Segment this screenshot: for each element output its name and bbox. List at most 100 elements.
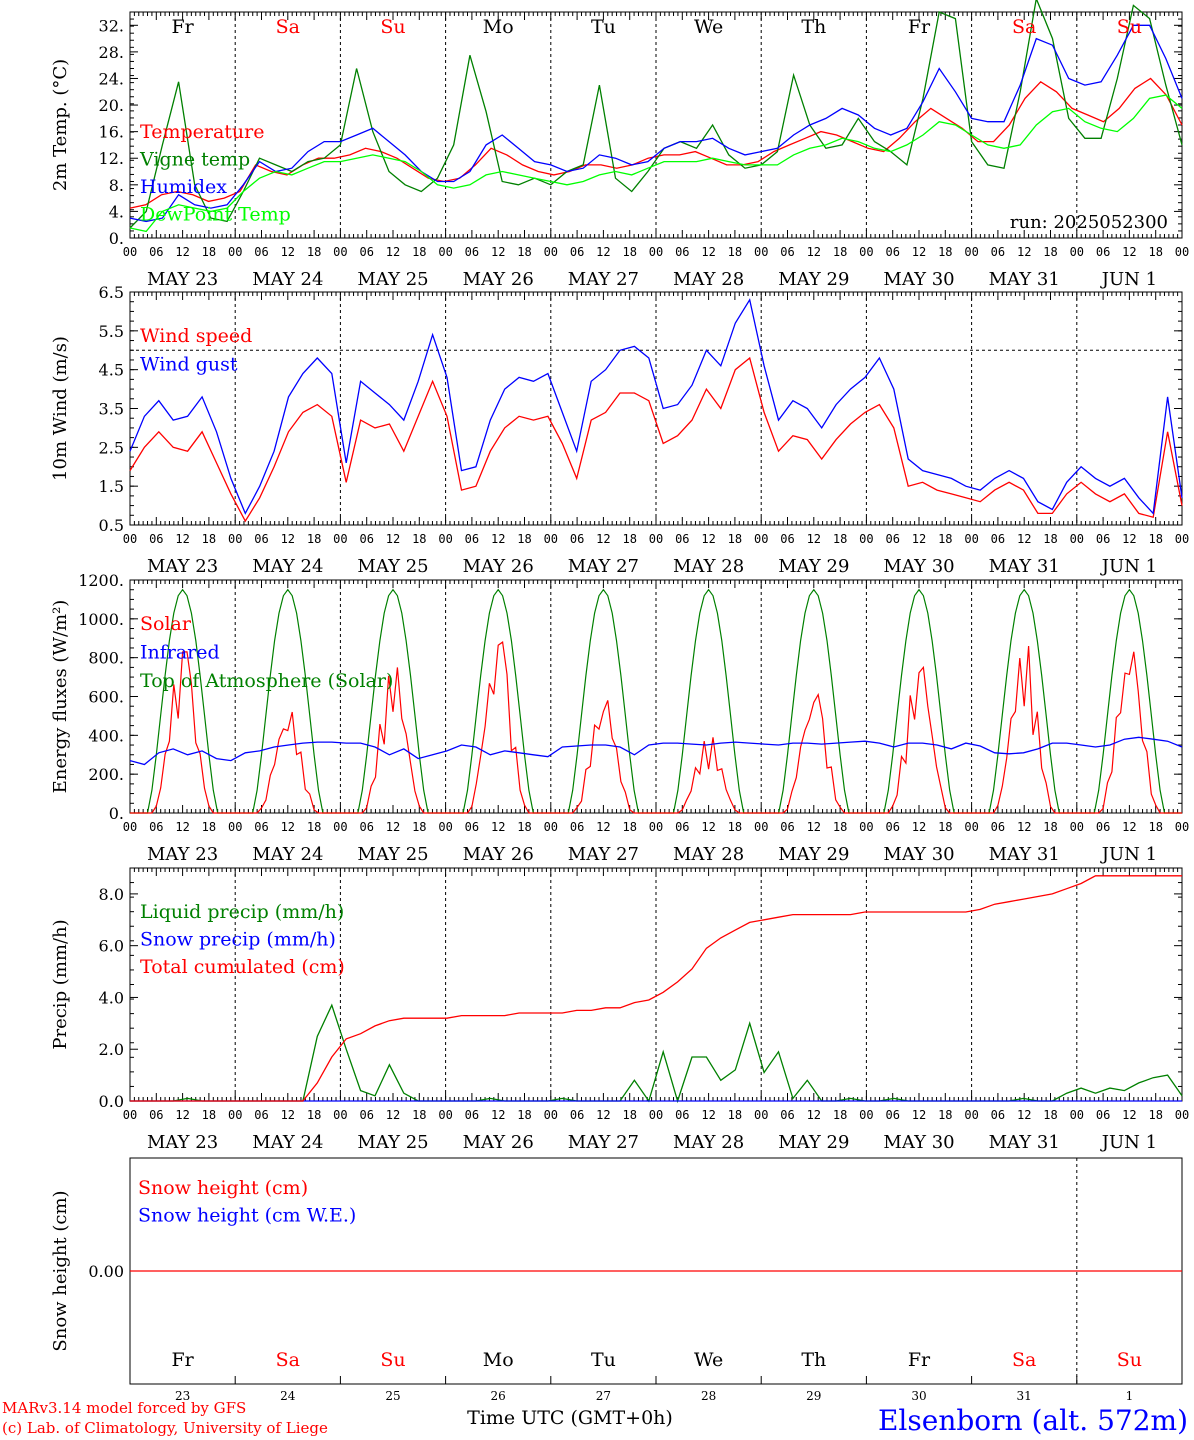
x-tick-label: 06 xyxy=(359,532,373,546)
x-tick-label: 12 xyxy=(1122,1108,1136,1122)
panel-3: 00 06 12 18 MAY 23 00 06 12 18 MAY 24 00 06 12 18 MAY … xyxy=(50,571,1189,865)
x-tick-label: 12 xyxy=(491,1108,505,1122)
date-label: MAY 31 xyxy=(989,269,1060,290)
weekday-label: We xyxy=(694,16,723,38)
date-label: MAY 24 xyxy=(252,844,323,865)
x-tick-label: 18 xyxy=(1043,820,1057,834)
weekday-label: We xyxy=(694,1349,723,1371)
legend-entry: Top of Atmosphere (Solar) xyxy=(140,670,393,692)
x-tick-label: 00 xyxy=(544,1108,558,1122)
x-tick-label: 18 xyxy=(833,820,847,834)
x-tick-label: 18 xyxy=(412,532,426,546)
x-tick-label: 00 xyxy=(859,532,873,546)
y-tick-label: 8.0 xyxy=(99,885,124,904)
x-tick-label: 12 xyxy=(281,1108,295,1122)
x-tick-label: 06 xyxy=(359,245,373,259)
y-tick-label: 4.5 xyxy=(99,361,124,380)
x-tick-label: 00 xyxy=(1175,820,1189,834)
x-tick-label: 18 xyxy=(622,245,636,259)
weekday-label: Fr xyxy=(171,1349,194,1371)
y-axis-label: Precip (mm/h) xyxy=(50,919,71,1049)
x-tick-label: 12 xyxy=(491,245,505,259)
x-tick-label: 00 xyxy=(649,820,663,834)
x-tick-label: 12 xyxy=(491,820,505,834)
x-tick-label: 18 xyxy=(517,245,531,259)
date-label: MAY 30 xyxy=(883,269,954,290)
x-tick-label: 00 xyxy=(859,820,873,834)
x-tick-label: 18 xyxy=(728,820,742,834)
y-tick-label: 2.5 xyxy=(99,438,124,457)
x-tick-label: 06 xyxy=(149,532,163,546)
x-tick-label: 18 xyxy=(307,820,321,834)
date-label: MAY 29 xyxy=(778,556,849,577)
y-tick-label: 4.0 xyxy=(99,988,124,1007)
meteogram-panels: 00 06 12 18 MAY 23 00 06 12 18 MAY 24 00 06 12 18 MAY … xyxy=(50,0,1189,1403)
x-tick-label: 12 xyxy=(596,1108,610,1122)
weekday-label: Fr xyxy=(908,1349,931,1371)
y-tick-label: 6.0 xyxy=(99,937,124,956)
x-tick-label: 18 xyxy=(412,1108,426,1122)
x-tick-label: 00 xyxy=(859,1108,873,1122)
y-tick-label: 3.5 xyxy=(99,400,124,419)
weekday-label: Sa xyxy=(1012,1349,1036,1371)
x-tick-label: 18 xyxy=(1043,1108,1057,1122)
y-tick-label: 32. xyxy=(99,16,124,35)
x-tick-label: 12 xyxy=(1017,820,1031,834)
x-tick-label: 00 xyxy=(123,245,137,259)
x-tick-label: 12 xyxy=(807,532,821,546)
x-tick-label: 00 xyxy=(544,245,558,259)
date-label: JUN 1 xyxy=(1100,556,1157,577)
date-label: MAY 23 xyxy=(147,269,218,290)
date-label: MAY 24 xyxy=(252,269,323,290)
x-tick-label: 12 xyxy=(1017,1108,1031,1122)
y-tick-label: 0.00 xyxy=(88,1262,124,1281)
legend-entry: DewPoint Temp xyxy=(140,204,291,226)
x-tick-label: 18 xyxy=(307,1108,321,1122)
date-label: MAY 23 xyxy=(147,1132,218,1153)
panel-4: 00 06 12 18 MAY 23 00 06 12 18 MAY 24 00 06 12 18 MAY … xyxy=(50,867,1189,1153)
date-label: MAY 28 xyxy=(673,556,744,577)
legend-entry: Humidex xyxy=(140,176,227,198)
x-tick-label: 06 xyxy=(991,245,1005,259)
date-label: MAY 25 xyxy=(357,269,428,290)
x-tick-label: 06 xyxy=(465,532,479,546)
x-tick-label: 00 xyxy=(123,1108,137,1122)
x-tick-label: 18 xyxy=(1148,1108,1162,1122)
x-tick-label: 18 xyxy=(622,532,636,546)
y-axis-label: 10m Wind (m/s) xyxy=(50,336,71,481)
legend-entry: Temperature xyxy=(140,121,264,143)
x-tick-label: 06 xyxy=(254,245,268,259)
panel-2: 00 06 12 18 MAY 23 00 06 12 18 MAY 24 00 06 12 18 MAY … xyxy=(50,283,1189,577)
x-tick-label: 00 xyxy=(859,245,873,259)
date-label: MAY 28 xyxy=(673,1132,744,1153)
weekday-label: Mo xyxy=(483,16,514,38)
x-tick-label: 12 xyxy=(701,245,715,259)
x-tick-label: 12 xyxy=(701,820,715,834)
day-number-label: 29 xyxy=(806,1389,821,1403)
x-tick-label: 00 xyxy=(228,820,242,834)
x-tick-label: 06 xyxy=(885,245,899,259)
x-tick-label: 18 xyxy=(1148,532,1162,546)
x-tick-label: 06 xyxy=(991,532,1005,546)
x-tick-label: 12 xyxy=(281,820,295,834)
x-tick-label: 06 xyxy=(570,245,584,259)
y-tick-label: 6.5 xyxy=(99,283,124,302)
weekday-label: Th xyxy=(801,1349,826,1371)
x-tick-label: 12 xyxy=(281,532,295,546)
y-tick-label: 400. xyxy=(88,726,124,745)
weekday-label: Su xyxy=(380,1349,405,1371)
legend-entry: Snow height (cm) xyxy=(138,1177,308,1199)
date-label: MAY 30 xyxy=(883,556,954,577)
x-tick-label: 18 xyxy=(622,820,636,834)
date-label: MAY 26 xyxy=(463,556,534,577)
series-dewpoint-temp xyxy=(129,94,1183,233)
x-tick-label: 12 xyxy=(175,245,189,259)
date-label: MAY 25 xyxy=(357,1132,428,1153)
x-tick-label: 12 xyxy=(175,1108,189,1122)
weekday-label: Fr xyxy=(908,16,931,38)
x-tick-label: 00 xyxy=(333,532,347,546)
x-tick-label: 12 xyxy=(1017,532,1031,546)
weekday-label: Su xyxy=(1117,1349,1142,1371)
x-tick-label: 12 xyxy=(807,1108,821,1122)
